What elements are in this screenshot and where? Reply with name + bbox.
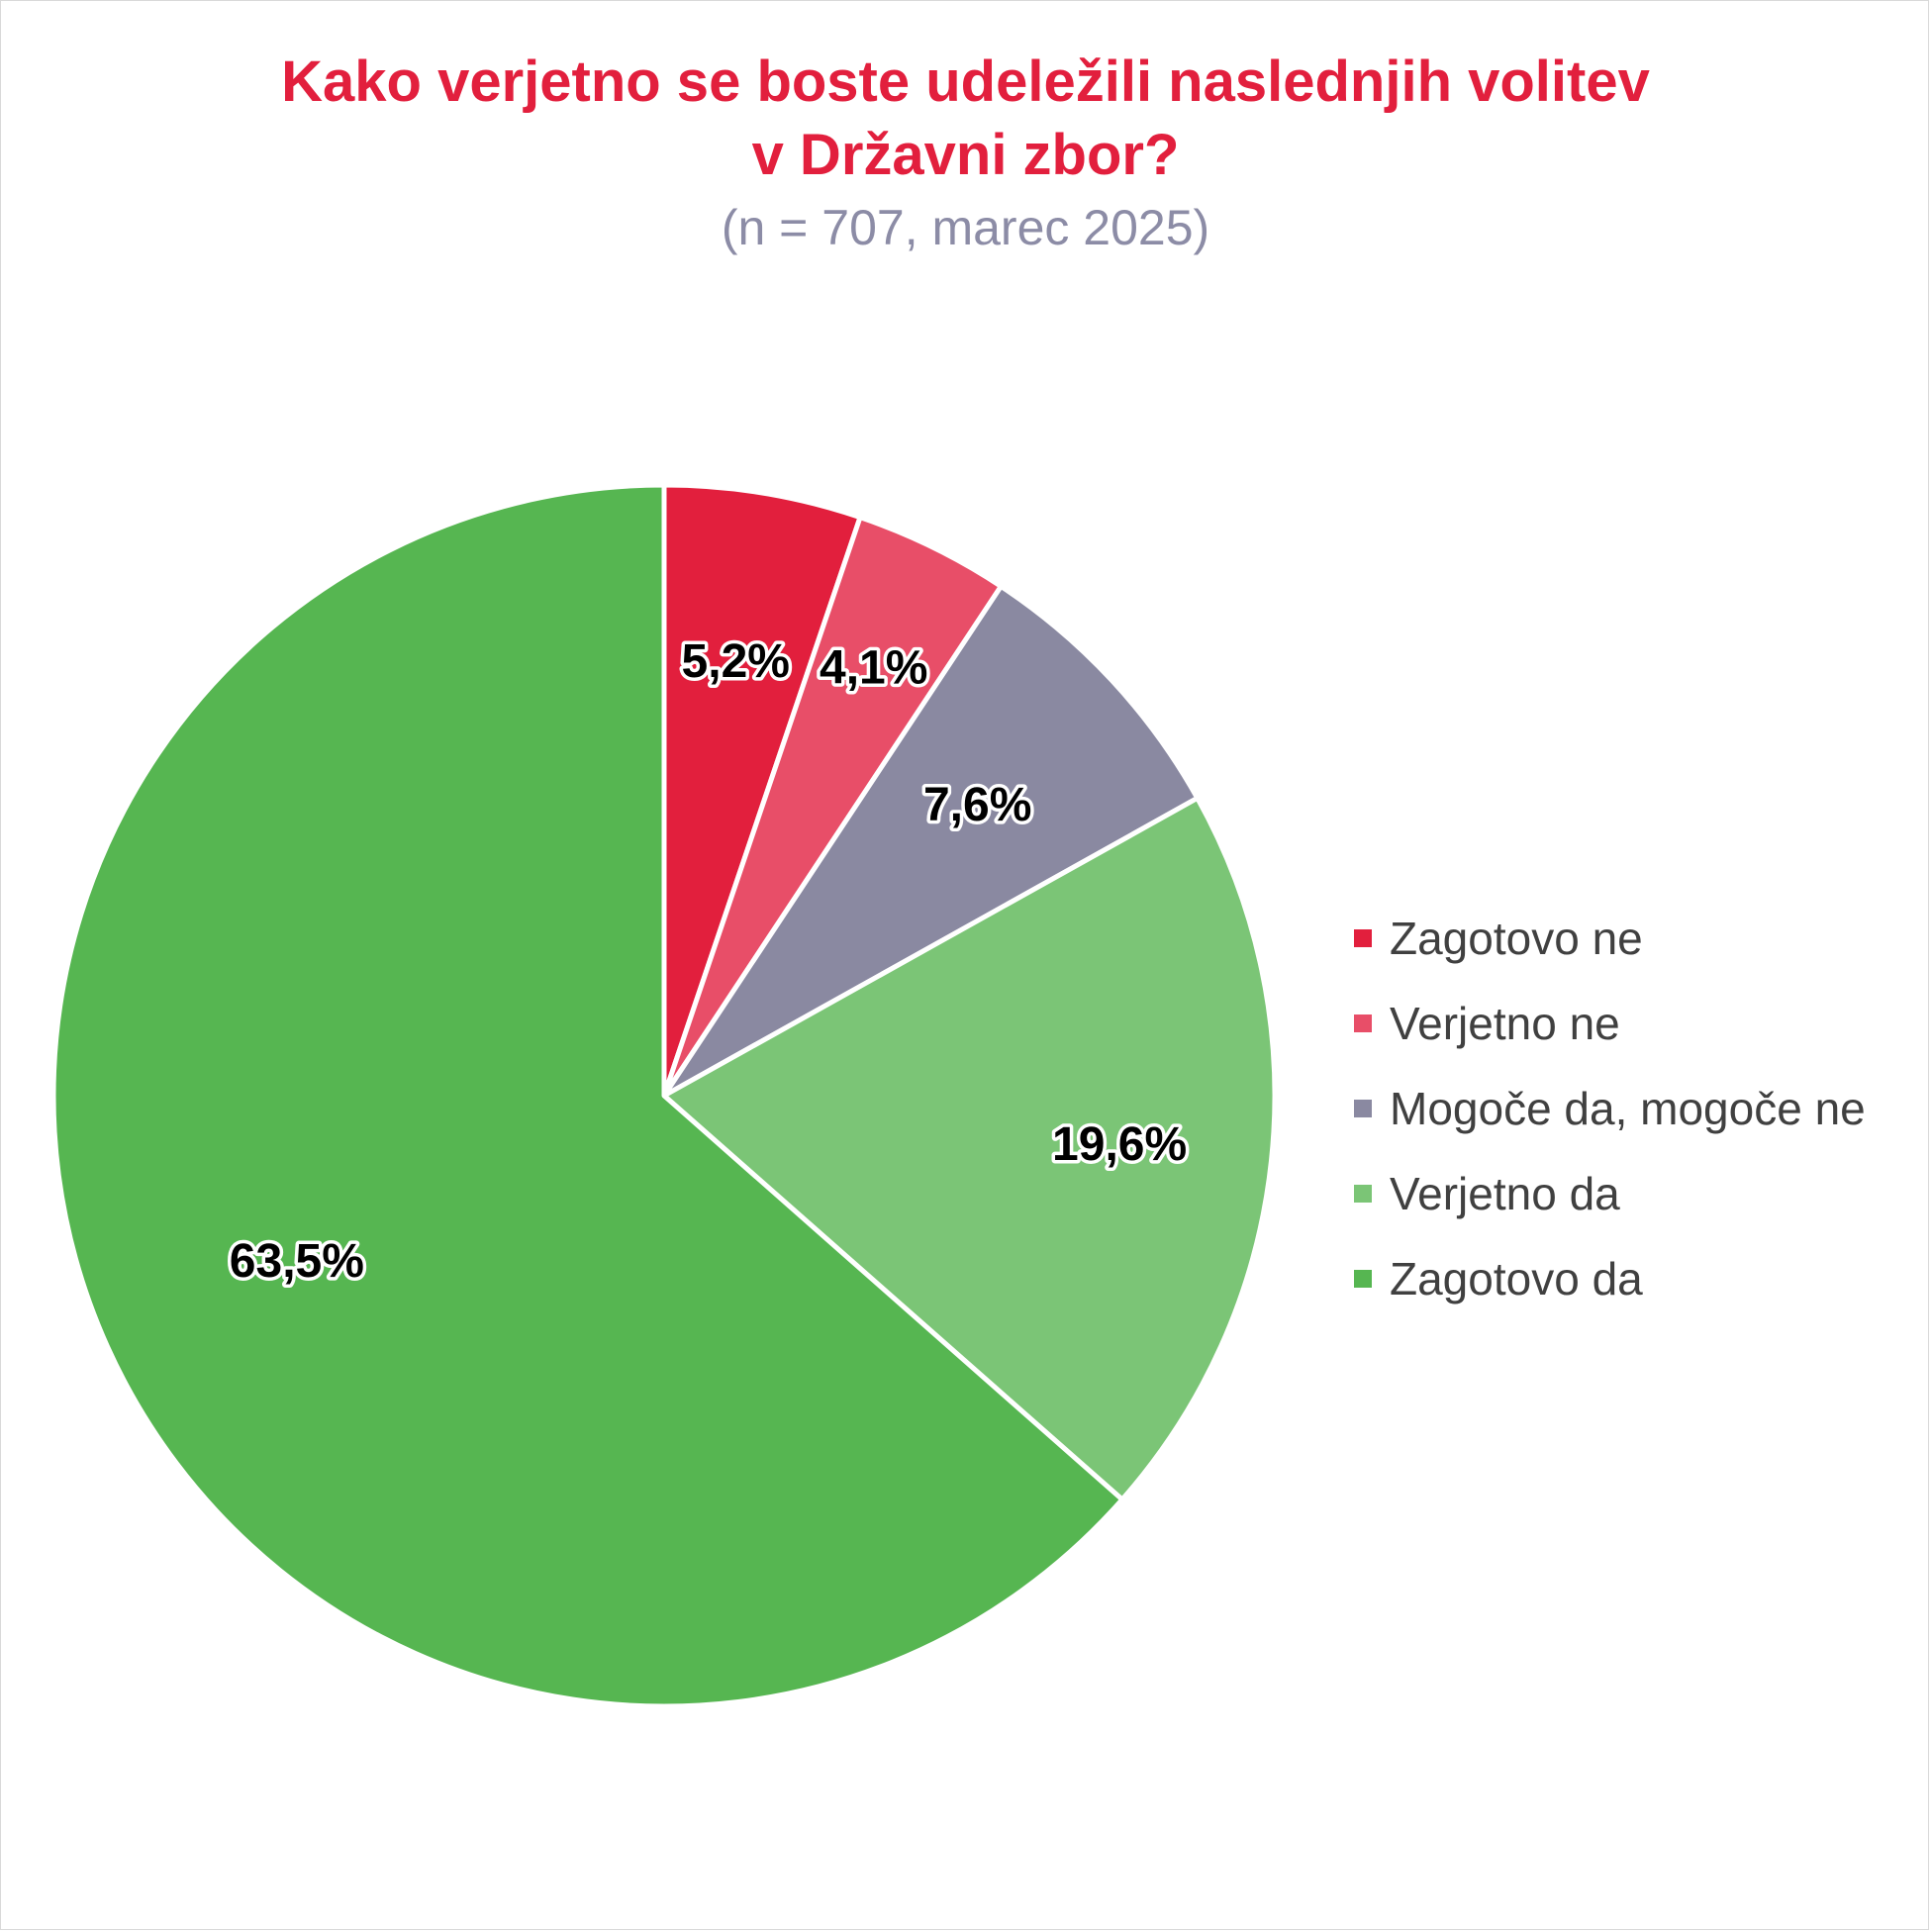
data-label-1: 5,2% (682, 635, 790, 688)
legend: Zagotovo ne Verjetno ne Mogoče da, mogoče … (1354, 896, 1866, 1321)
pie-slice-1 (661, 482, 863, 1099)
data-label-2: 4,1% (820, 641, 927, 694)
data-label-3: 7,6% (923, 779, 1031, 831)
data-label-5: 63,5% (230, 1235, 364, 1288)
legend-label: Verjetno da (1390, 1168, 1620, 1219)
pie-slice-4 (661, 795, 1278, 1502)
legend-swatch (1354, 1014, 1372, 1032)
legend-label: Mogoče da, mogoče ne (1390, 1083, 1866, 1134)
data-label-4: 19,6% (1052, 1118, 1187, 1171)
legend-swatch (1354, 1185, 1372, 1203)
chart-subtitle: (n = 707, marec 2025) (721, 200, 1210, 255)
chart-title-line-1: Kako verjetno se boste udeležili nasledn… (281, 49, 1650, 114)
chart-title-line-2: v Državni zbor? (751, 123, 1180, 187)
pie-slices (50, 482, 1278, 1709)
legend-label: Zagotovo da (1390, 1253, 1643, 1304)
pie-slice-5 (50, 482, 1125, 1709)
legend-item-2: Verjetno ne (1354, 981, 1866, 1066)
legend-item-4: Verjetno da (1354, 1151, 1866, 1236)
pie-slice-3 (661, 583, 1201, 1099)
legend-label: Zagotovo ne (1390, 913, 1643, 964)
legend-label: Verjetno ne (1390, 998, 1620, 1049)
legend-item-3: Mogoče da, mogoče ne (1354, 1066, 1866, 1151)
legend-swatch (1354, 1100, 1372, 1117)
legend-swatch (1354, 929, 1372, 947)
legend-item-5: Zagotovo da (1354, 1236, 1866, 1321)
pie-labels: 5,2% 4,1% 7,6% 19,6% 63,5% (226, 632, 1190, 1292)
legend-item-1: Zagotovo ne (1354, 896, 1866, 981)
legend-swatch (1354, 1270, 1372, 1288)
